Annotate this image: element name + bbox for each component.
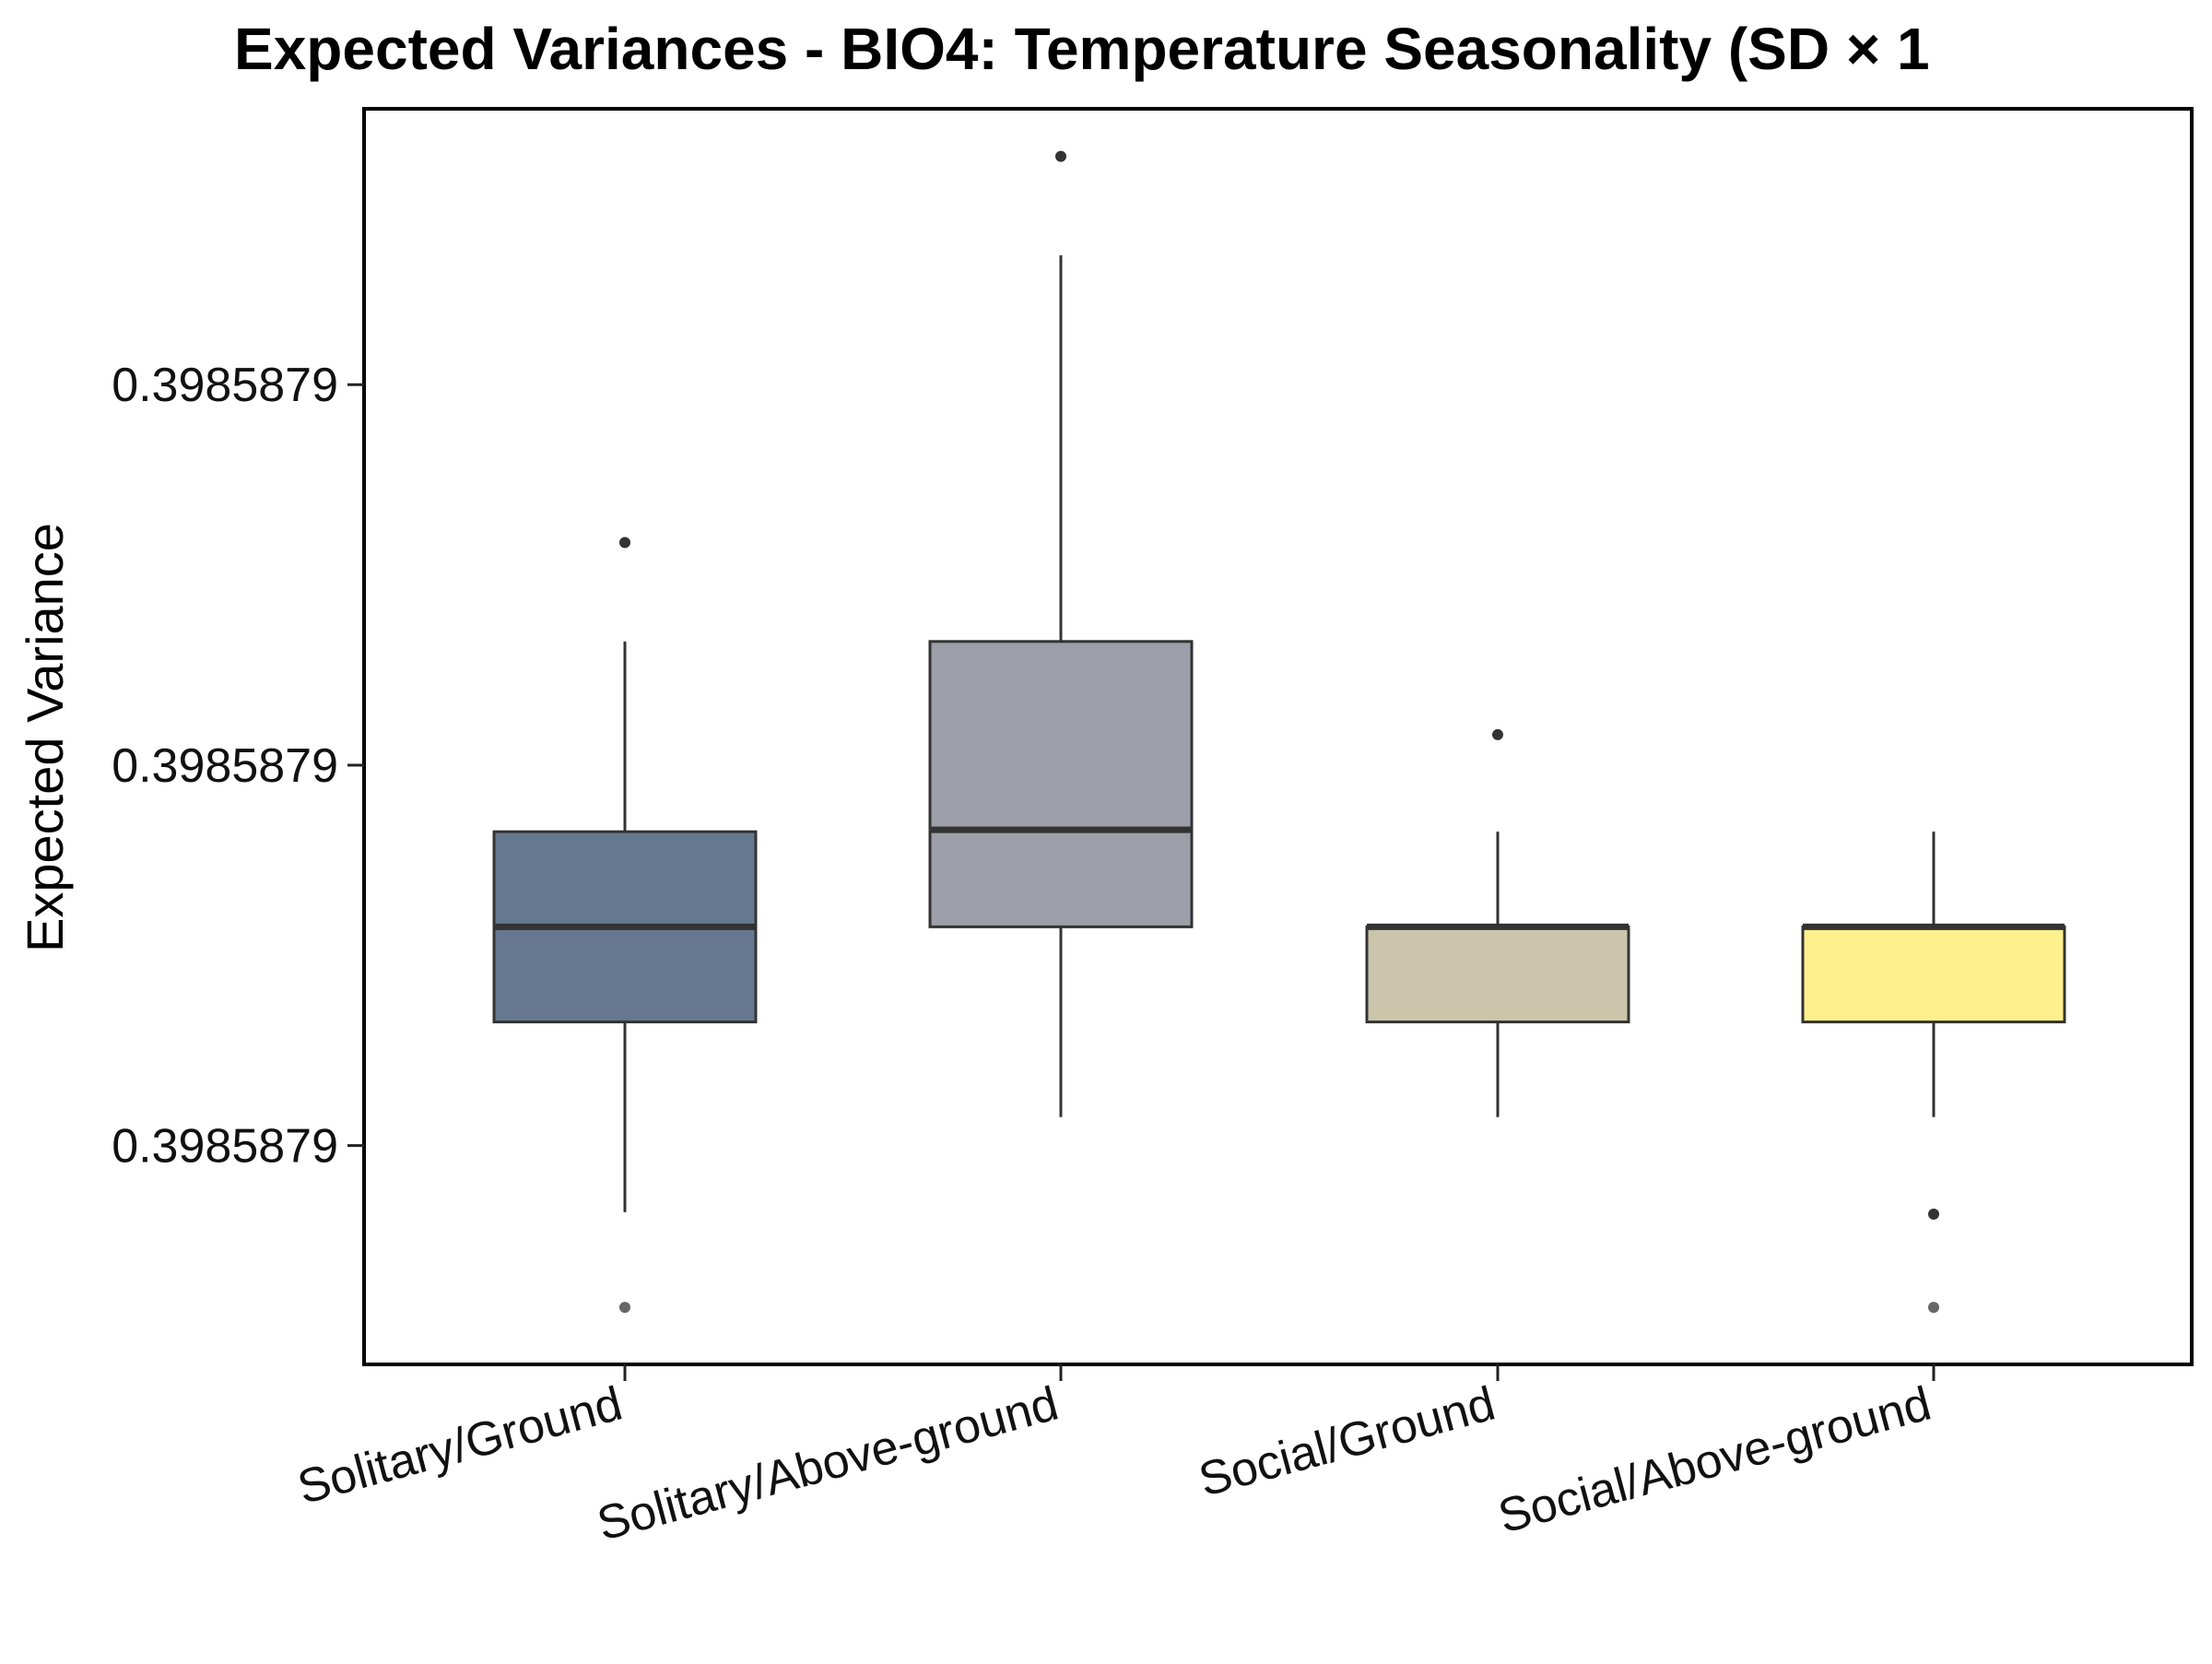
x-tick-label: Solitary/Ground — [292, 1377, 628, 1516]
y-tick-label: 0.3985879 — [112, 1120, 338, 1174]
box — [1801, 925, 2066, 1024]
y-axis-label: Expected Variance — [16, 523, 74, 952]
outlier-point — [1492, 728, 1503, 740]
x-tick-label: Social/Above-ground — [1493, 1377, 1936, 1544]
y-tick-label: 0.3985879 — [112, 359, 338, 412]
outlier-point — [619, 537, 630, 549]
x-tick-label: Social/Ground — [1194, 1377, 1500, 1507]
box — [1365, 925, 1630, 1024]
outlier-point — [1928, 1208, 1939, 1220]
x-tick-label: Solitary/Above-ground — [592, 1377, 1064, 1552]
box — [928, 640, 1194, 928]
outlier-point — [619, 1302, 630, 1314]
plot-panel — [362, 107, 2194, 1366]
outlier-point — [1055, 150, 1066, 162]
chart-title: Expected Variances - BIO4: Temperature S… — [234, 16, 1930, 82]
outlier-point — [1928, 1302, 1939, 1314]
y-tick-label: 0.3985879 — [112, 739, 338, 793]
